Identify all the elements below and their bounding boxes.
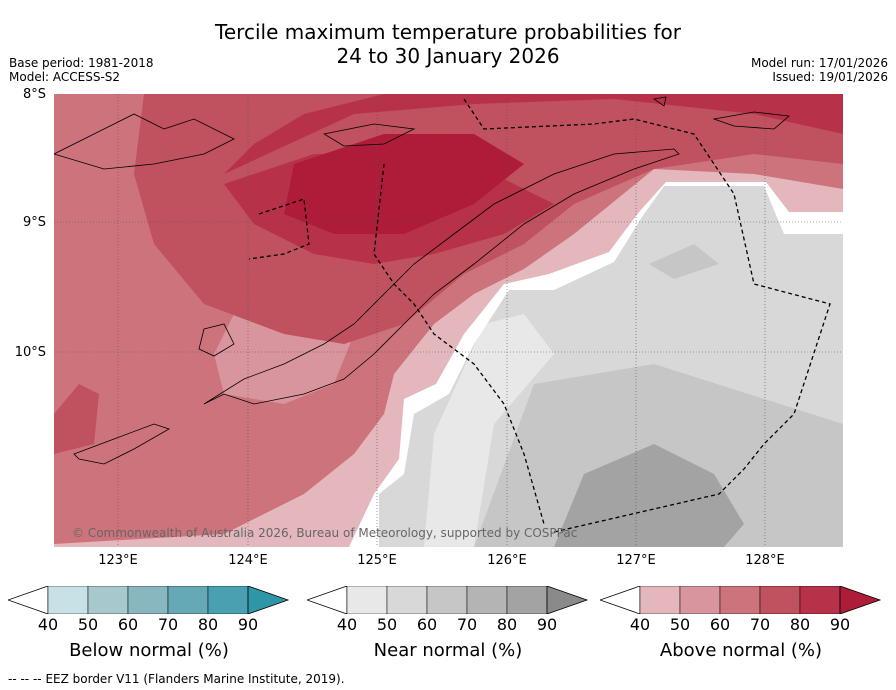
eez-border-timor bbox=[373, 163, 545, 525]
above-tick-60: 60 bbox=[709, 615, 731, 634]
lat-label-9s: 9°S bbox=[22, 215, 46, 230]
above-90-zone bbox=[284, 134, 524, 234]
near-normal-40-zone bbox=[424, 314, 554, 547]
eez-border-east bbox=[463, 98, 831, 533]
eez-border-oecusse bbox=[248, 198, 310, 260]
colorbar-near bbox=[305, 585, 589, 615]
above-tick-50: 50 bbox=[669, 615, 691, 634]
near-tick-80: 80 bbox=[496, 615, 518, 634]
rote-coastline bbox=[73, 423, 170, 465]
model-name: Model: ACCESS-S2 bbox=[9, 70, 121, 84]
lon-label-126e: 126°E bbox=[487, 553, 527, 568]
issued-date: Issued: 19/01/2026 bbox=[772, 70, 888, 84]
above-tick-90: 90 bbox=[829, 615, 851, 634]
title-line-1: Tercile maximum temperature probabilitie… bbox=[215, 20, 681, 44]
colorbar-below bbox=[6, 585, 290, 615]
graticule bbox=[54, 94, 843, 547]
coastlines bbox=[54, 96, 790, 465]
lon-label-127e: 127°E bbox=[616, 553, 656, 568]
eez-border bbox=[248, 98, 831, 533]
above-normal-label: Above normal (%) bbox=[659, 640, 823, 661]
near-normal-label: Near normal (%) bbox=[373, 640, 523, 661]
island-coastline bbox=[712, 111, 790, 130]
copyright-text: © Commonwealth of Australia 2026, Bureau… bbox=[72, 526, 577, 540]
above-70-west-zone bbox=[54, 384, 99, 454]
near-tick-50: 50 bbox=[376, 615, 398, 634]
meta-left: Base period: 1981-2018 Model: ACCESS-S2 bbox=[9, 56, 154, 84]
meta-right: Model run: 17/01/2026 Issued: 19/01/2026 bbox=[751, 56, 888, 84]
map-canvas: © Commonwealth of Australia 2026, Bureau… bbox=[54, 94, 843, 547]
colorbar-above-svg bbox=[598, 585, 882, 615]
colorbar-near-svg bbox=[305, 585, 589, 615]
below-tick-50: 50 bbox=[77, 615, 99, 634]
timor-coastline bbox=[203, 148, 680, 405]
below-tick-70: 70 bbox=[157, 615, 179, 634]
colorbar-below-svg bbox=[6, 585, 290, 615]
eez-legend-text: EEZ border V11 (Flanders Marine Institut… bbox=[45, 672, 345, 686]
near-tick-60: 60 bbox=[416, 615, 438, 634]
map-title: Tercile maximum temperature probabilitie… bbox=[0, 20, 896, 68]
model-run: Model run: 17/01/2026 bbox=[750, 56, 888, 70]
lon-label-128e: 128°E bbox=[745, 553, 785, 568]
wetar-coastline bbox=[322, 123, 416, 147]
below-tick-80: 80 bbox=[197, 615, 219, 634]
colorbar-above bbox=[598, 585, 882, 615]
near-tick-40: 40 bbox=[336, 615, 358, 634]
below-tick-90: 90 bbox=[237, 615, 259, 634]
below-tick-60: 60 bbox=[117, 615, 139, 634]
base-period: Base period: 1981-2018 bbox=[9, 56, 154, 70]
islet-coastline bbox=[652, 96, 667, 107]
lat-label-8s: 8°S bbox=[22, 87, 46, 102]
eez-legend: -- -- -- EEZ border V11 (Flanders Marine… bbox=[8, 672, 345, 686]
above-tick-40: 40 bbox=[629, 615, 651, 634]
near-tick-90: 90 bbox=[536, 615, 558, 634]
lon-label-125e: 125°E bbox=[357, 553, 397, 568]
eez-legend-symbol: -- -- -- bbox=[8, 672, 42, 686]
title-line-2: 24 to 30 January 2026 bbox=[336, 44, 560, 68]
near-tick-70: 70 bbox=[456, 615, 478, 634]
lon-label-123e: 123°E bbox=[98, 553, 138, 568]
above-tick-80: 80 bbox=[789, 615, 811, 634]
near-normal-70-zone bbox=[554, 444, 744, 547]
lon-label-124e: 124°E bbox=[228, 553, 268, 568]
above-tick-70: 70 bbox=[749, 615, 771, 634]
semau-coastline bbox=[198, 323, 235, 357]
probability-map[interactable]: © Commonwealth of Australia 2026, Bureau… bbox=[54, 94, 843, 547]
below-tick-40: 40 bbox=[37, 615, 59, 634]
lat-label-10s: 10°S bbox=[14, 345, 46, 360]
below-normal-label: Below normal (%) bbox=[69, 640, 229, 661]
flores-coastline bbox=[54, 113, 235, 170]
near-normal-island-zone bbox=[649, 244, 719, 279]
